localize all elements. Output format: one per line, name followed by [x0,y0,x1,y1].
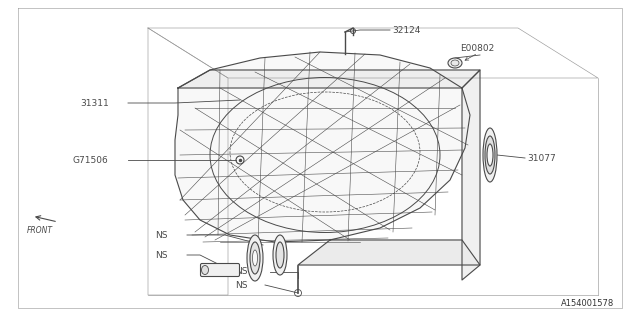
Polygon shape [298,240,480,265]
Ellipse shape [276,242,284,268]
Ellipse shape [448,58,462,68]
Text: 31077: 31077 [527,154,556,163]
Text: 32124: 32124 [392,26,420,35]
Text: NS: NS [235,268,248,276]
Text: A154001578: A154001578 [561,299,614,308]
Ellipse shape [202,266,209,275]
Polygon shape [462,70,480,280]
Text: NS: NS [235,281,248,290]
Ellipse shape [273,235,287,275]
Polygon shape [178,70,480,88]
Text: NS: NS [155,251,168,260]
Ellipse shape [451,60,459,66]
Polygon shape [175,52,470,242]
Ellipse shape [250,242,260,274]
Text: FRONT: FRONT [27,226,53,235]
Text: NS: NS [155,230,168,239]
Ellipse shape [253,250,257,266]
Ellipse shape [485,136,495,174]
Text: 31311: 31311 [80,99,109,108]
Ellipse shape [247,235,263,281]
Ellipse shape [483,128,497,182]
Text: E00802: E00802 [460,44,494,52]
Text: G71506: G71506 [72,156,108,164]
FancyBboxPatch shape [200,263,239,276]
Ellipse shape [487,144,493,166]
